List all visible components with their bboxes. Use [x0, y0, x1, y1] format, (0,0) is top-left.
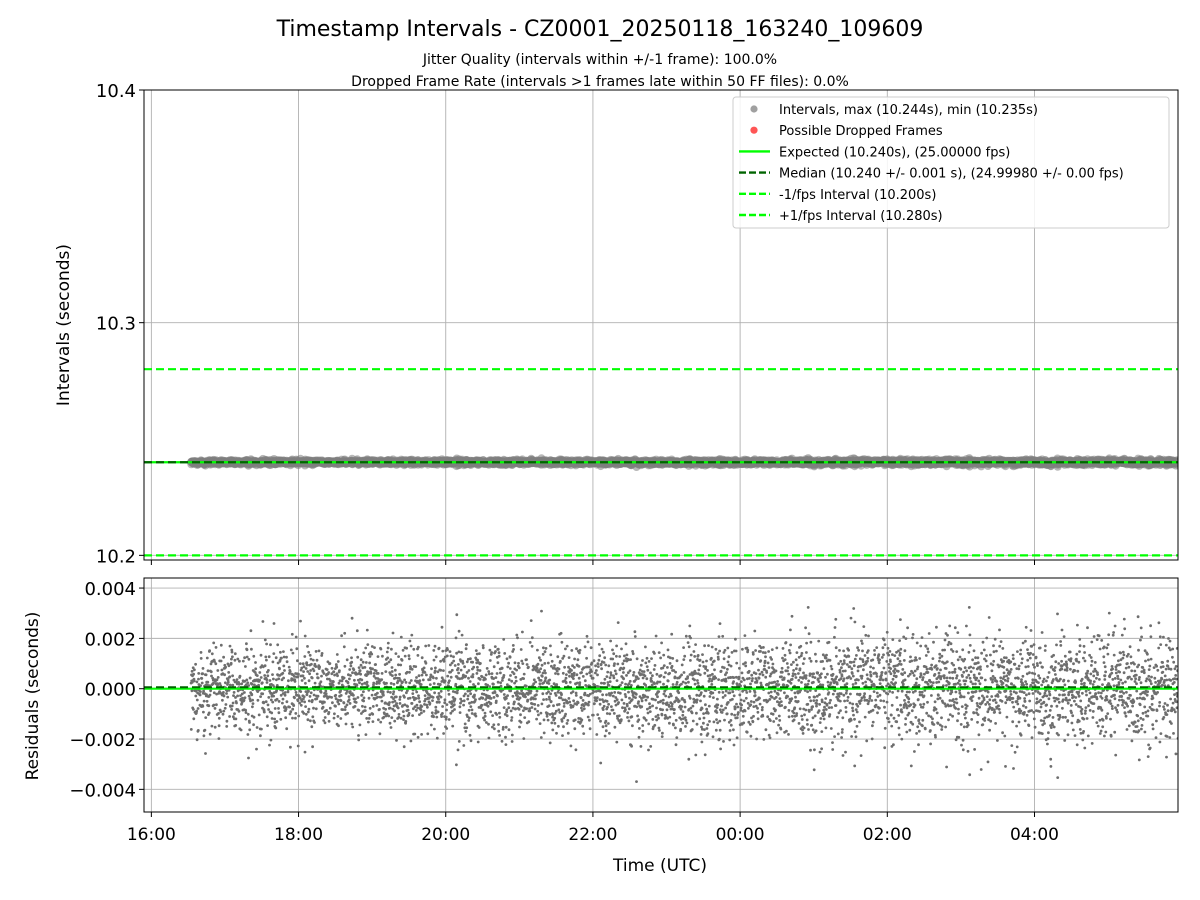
residual-point	[213, 660, 216, 663]
residual-point	[189, 728, 193, 731]
residual-point	[210, 674, 213, 678]
residual-point	[197, 677, 200, 681]
residual-point	[198, 693, 202, 697]
residual-point	[212, 691, 216, 695]
residual-point	[194, 689, 198, 693]
residual-point	[209, 662, 213, 666]
residual-point	[208, 732, 212, 736]
x-axis-label: Time (UTC)	[612, 856, 707, 876]
residual-point	[201, 667, 205, 670]
residual-point	[199, 657, 203, 660]
residual-point	[201, 672, 205, 676]
residual-point	[202, 699, 206, 703]
residual-points	[189, 606, 1178, 783]
residual-point	[217, 712, 220, 715]
residual-point	[217, 724, 221, 728]
residual-plot-area	[144, 578, 1178, 812]
residual-point	[212, 703, 216, 707]
residual-point	[203, 728, 207, 732]
residual-point	[213, 707, 217, 710]
top-y-axis-label: Intervals (seconds)	[54, 244, 74, 406]
top-y-tick-label: 10.3	[96, 314, 136, 335]
residual-point	[219, 710, 223, 714]
residual-point	[208, 649, 212, 653]
residual-point	[205, 699, 209, 703]
residual-point	[210, 652, 214, 656]
residual-point	[216, 669, 220, 672]
chart-subtitle-dropped: Dropped Frame Rate (intervals >1 frames …	[351, 74, 849, 90]
residual-point	[199, 651, 203, 654]
residual-point	[215, 703, 218, 707]
residual-point	[208, 693, 212, 697]
residual-point	[205, 656, 209, 660]
residual-point	[193, 668, 196, 672]
residual-point	[202, 734, 206, 738]
residual-point	[192, 708, 195, 711]
residual-point	[212, 641, 216, 645]
chart-subtitle-jitter: Jitter Quality (intervals within +/-1 fr…	[422, 52, 777, 68]
residual-point	[194, 662, 198, 666]
residual-point	[200, 677, 204, 680]
residual-point	[216, 676, 220, 679]
residual-point	[204, 716, 208, 719]
bottom-y-axis-label: Residuals (seconds)	[23, 612, 43, 781]
residual-point	[213, 725, 217, 729]
residual-point	[207, 711, 211, 715]
residual-point	[217, 716, 221, 720]
residual-point	[199, 690, 202, 693]
residual-point	[202, 710, 205, 714]
residual-point	[215, 678, 219, 682]
residual-point	[218, 682, 222, 685]
residual-point	[201, 704, 205, 708]
residual-point	[212, 681, 215, 685]
residual-point	[214, 646, 218, 649]
residual-point	[196, 729, 200, 732]
residual-point	[202, 689, 206, 693]
residual-point	[196, 707, 200, 710]
residual-point	[190, 689, 194, 693]
residual-point	[192, 672, 196, 676]
residual-point	[190, 669, 194, 673]
residual-point	[219, 659, 223, 663]
residual-point	[217, 737, 221, 740]
chart-title: Timestamp Intervals - CZ0001_20250118_16…	[276, 17, 924, 42]
residual-point	[214, 662, 218, 666]
residual-point	[206, 669, 210, 673]
residual-point	[195, 738, 199, 742]
interval-plot-panel: 10.2 10.3 10.4	[96, 81, 1179, 567]
residual-point	[192, 679, 196, 683]
residual-point	[204, 673, 208, 677]
residual-point	[209, 689, 213, 693]
residual-point	[210, 724, 214, 728]
residual-point	[194, 694, 198, 698]
residual-point	[195, 709, 199, 713]
residual-point	[206, 680, 210, 684]
residual-point	[209, 670, 213, 674]
residual-point	[195, 698, 199, 702]
residual-point	[192, 717, 196, 721]
residual-point	[205, 693, 208, 697]
residual-point	[195, 680, 199, 684]
residual-point	[207, 704, 211, 708]
interval-plot-area	[144, 90, 1178, 560]
residual-point	[197, 672, 201, 675]
residual-point	[204, 752, 207, 755]
top-y-tick-label: 10.2	[96, 546, 136, 567]
top-y-tick-label: 10.4	[96, 81, 136, 102]
residual-point	[200, 681, 204, 685]
top-panel-frame	[143, 89, 1179, 561]
